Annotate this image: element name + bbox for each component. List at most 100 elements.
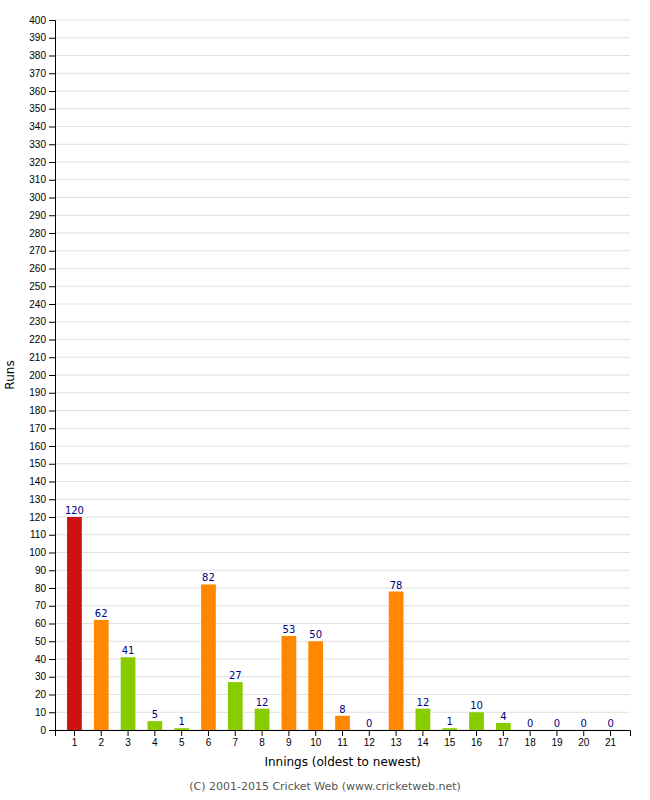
bar bbox=[442, 728, 457, 730]
bar bbox=[469, 712, 484, 730]
data-label: 50 bbox=[309, 629, 322, 640]
x-tick-label: 3 bbox=[125, 737, 131, 748]
y-tick-label: 290 bbox=[29, 210, 46, 221]
y-tick: 140 bbox=[29, 476, 55, 487]
x-tick-label: 10 bbox=[310, 737, 322, 748]
y-tick-mark bbox=[49, 482, 55, 483]
x-tick: 1 bbox=[72, 730, 78, 748]
x-tick-label: 20 bbox=[578, 737, 590, 748]
grid-line bbox=[55, 392, 630, 393]
x-tick: 16 bbox=[471, 730, 483, 748]
y-tick: 130 bbox=[29, 494, 55, 505]
y-axis-line bbox=[49, 21, 56, 731]
x-tick-mark bbox=[262, 730, 263, 736]
x-tick-label: 11 bbox=[337, 737, 348, 748]
y-tick-label: 10 bbox=[35, 707, 47, 718]
y-tick-label: 50 bbox=[35, 636, 47, 647]
y-tick-mark bbox=[49, 428, 55, 429]
x-tick: 19 bbox=[551, 730, 563, 748]
x-tick-label: 7 bbox=[232, 737, 238, 748]
data-labels: 120624151822712535080781211040000 bbox=[65, 505, 614, 729]
grid-line bbox=[55, 162, 630, 163]
y-tick: 50 bbox=[35, 636, 55, 647]
grid-line bbox=[55, 20, 630, 21]
y-tick-label: 60 bbox=[35, 618, 47, 629]
y-tick: 300 bbox=[29, 192, 55, 203]
grid-line bbox=[55, 286, 630, 287]
y-tick-mark bbox=[49, 730, 55, 731]
bar bbox=[121, 657, 136, 730]
data-label: 12 bbox=[256, 697, 269, 708]
x-tick-mark bbox=[342, 730, 343, 736]
x-tick: 11 bbox=[337, 730, 348, 748]
x-tick-mark bbox=[396, 730, 397, 736]
y-tick-label: 70 bbox=[35, 600, 47, 611]
data-label: 0 bbox=[554, 718, 560, 729]
y-tick-mark bbox=[49, 38, 55, 39]
data-label: 4 bbox=[500, 711, 506, 722]
grid-line bbox=[55, 215, 630, 216]
grid-line bbox=[55, 73, 630, 74]
x-tick-label: 6 bbox=[206, 737, 212, 748]
y-tick-mark bbox=[49, 606, 55, 607]
y-tick-mark bbox=[49, 375, 55, 376]
y-tick: 40 bbox=[35, 654, 55, 665]
y-tick-mark bbox=[49, 677, 55, 678]
x-tick-mark bbox=[235, 730, 236, 736]
y-tick: 250 bbox=[29, 281, 55, 292]
y-tick: 360 bbox=[29, 86, 55, 97]
x-tick: 14 bbox=[417, 730, 429, 748]
y-tick: 80 bbox=[35, 583, 55, 594]
x-tick-label: 19 bbox=[551, 737, 563, 748]
y-tick: 220 bbox=[29, 334, 55, 345]
y-tick-label: 230 bbox=[29, 316, 46, 327]
y-tick-mark bbox=[49, 499, 55, 500]
x-tick-mark bbox=[101, 730, 102, 736]
y-tick-mark bbox=[49, 162, 55, 163]
y-tick-mark bbox=[49, 517, 55, 518]
x-tick-label: 18 bbox=[525, 737, 537, 748]
y-tick-label: 110 bbox=[30, 529, 46, 540]
y-tick: 390 bbox=[29, 32, 55, 43]
bar bbox=[335, 716, 350, 730]
y-tick-mark bbox=[49, 20, 55, 21]
x-tick: 10 bbox=[310, 730, 322, 748]
grid-line bbox=[55, 233, 630, 234]
y-tick-mark bbox=[49, 251, 55, 252]
y-tick-label: 280 bbox=[29, 228, 46, 239]
x-tick-label: 17 bbox=[498, 737, 510, 748]
x-tick-label: 14 bbox=[417, 737, 429, 748]
x-tick-label: 8 bbox=[259, 737, 265, 748]
y-tick: 280 bbox=[29, 228, 55, 239]
y-tick-label: 120 bbox=[29, 512, 46, 523]
y-tick-label: 350 bbox=[29, 103, 46, 114]
y-tick: 230 bbox=[29, 316, 55, 327]
y-tick: 200 bbox=[29, 370, 55, 381]
bar bbox=[308, 641, 323, 730]
grid-line bbox=[55, 605, 630, 606]
grid-line bbox=[55, 91, 630, 92]
y-tick-mark bbox=[49, 535, 55, 536]
grid-line bbox=[55, 37, 630, 38]
data-label: 1 bbox=[178, 716, 184, 727]
y-tick: 290 bbox=[29, 210, 55, 221]
y-tick: 110 bbox=[30, 529, 55, 540]
y-tick: 310 bbox=[29, 174, 55, 185]
y-tick-label: 130 bbox=[29, 494, 46, 505]
bar bbox=[147, 721, 162, 730]
y-tick-label: 300 bbox=[29, 192, 46, 203]
x-tick-mark bbox=[74, 730, 75, 736]
x-tick-mark bbox=[449, 730, 450, 736]
y-tick: 90 bbox=[35, 565, 55, 576]
x-tick-label: 5 bbox=[179, 737, 185, 748]
x-tick-label: 1 bbox=[72, 737, 78, 748]
y-tick: 350 bbox=[29, 103, 55, 114]
y-tick-label: 380 bbox=[29, 50, 46, 61]
x-tick-mark bbox=[181, 730, 182, 736]
grid-line bbox=[55, 268, 630, 269]
x-tick-mark bbox=[583, 730, 584, 736]
data-label: 12 bbox=[417, 697, 430, 708]
grid-line bbox=[55, 659, 630, 660]
grid-line bbox=[55, 197, 630, 198]
bar bbox=[389, 592, 404, 730]
